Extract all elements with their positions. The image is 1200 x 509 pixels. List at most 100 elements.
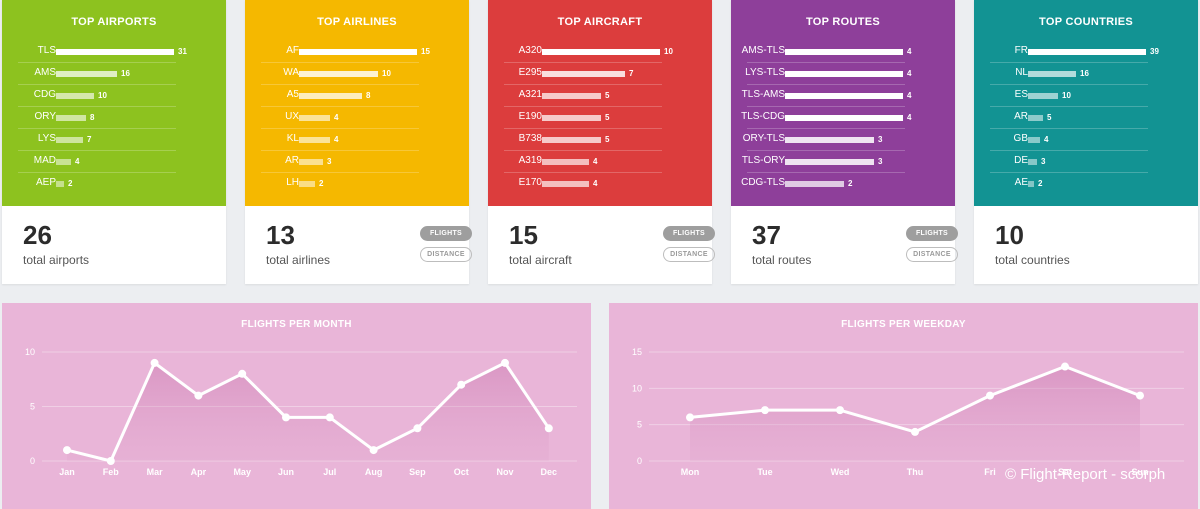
ranking-row[interactable]: LH 2 — [261, 173, 419, 194]
row-value: 16 — [1080, 69, 1089, 78]
row-value: 10 — [382, 69, 391, 78]
card-summary: 15 total aircraft FLIGHTS DISTANCE — [488, 206, 715, 284]
data-point-fri[interactable] — [986, 391, 994, 400]
row-value: 3 — [1041, 157, 1046, 166]
data-point-feb[interactable] — [106, 457, 115, 465]
row-value: 7 — [629, 69, 634, 78]
ranking-row[interactable]: A319 4 — [504, 151, 662, 173]
row-value: 3 — [878, 157, 883, 166]
x-tick-label: Jan — [59, 467, 75, 477]
row-label: A319 — [518, 155, 542, 166]
ranking-row[interactable]: A5 8 — [261, 85, 419, 107]
row-bar — [56, 49, 174, 55]
ranking-row[interactable]: FR 39 — [990, 41, 1159, 63]
row-label: AEP — [35, 177, 56, 188]
ranking-row[interactable]: CDG 10 — [18, 85, 176, 107]
ranking-row[interactable]: A320 10 — [504, 41, 673, 63]
ranking-row[interactable]: LYS 7 — [18, 129, 176, 151]
ranking-row[interactable]: KL 4 — [261, 129, 419, 151]
flights-per-month-chart: 0 5 10 Jan Feb Mar Apr May Jun Jul Aug Sep Oct Nov Dec — [25, 347, 577, 477]
ranking-row[interactable]: AMS-TLS 4 — [742, 41, 911, 63]
flights-toggle-button[interactable]: FLIGHTS — [420, 226, 472, 241]
ranking-row[interactable]: TLS-ORY 3 — [742, 151, 905, 173]
ranking-list: TLS 31 AMS 16 CDG 10 ORY 8 LYS 7 MAD 4 AEP 2 — [18, 41, 187, 194]
data-point-oct[interactable] — [457, 380, 466, 389]
row-label: CDG-TLS — [741, 177, 785, 188]
ranking-list: AMS-TLS 4 LYS-TLS 4 TLS-AMS 4 TLS-CDG 4 ORY-TLS 3… — [741, 41, 911, 194]
ranking-row[interactable]: WA 10 — [261, 63, 419, 85]
row-label: TLS-AMS — [741, 89, 785, 100]
ranking-row[interactable]: AR 3 — [261, 151, 419, 173]
ranking-row[interactable]: AE 2 — [990, 173, 1148, 194]
ranking-row[interactable]: CDG-TLS 2 — [741, 173, 905, 194]
ranking-row[interactable]: ORY 8 — [18, 107, 176, 129]
data-point-thu[interactable] — [911, 427, 919, 436]
ranking-row[interactable]: DE 3 — [990, 151, 1148, 173]
data-point-sun[interactable] — [1136, 391, 1144, 400]
row-value: 16 — [121, 69, 130, 78]
ranking-row[interactable]: TLS-AMS 4 — [742, 85, 911, 107]
ranking-row[interactable]: B738 5 — [504, 129, 662, 151]
row-label: ES — [1014, 89, 1028, 100]
row-label: LYS — [37, 133, 56, 144]
ranking-row[interactable]: TLS-CDG 4 — [741, 107, 911, 129]
ranking-row[interactable]: A321 5 — [504, 85, 662, 107]
card-title: TOP ROUTES — [805, 16, 881, 28]
ranking-row[interactable]: AEP 2 — [18, 173, 176, 194]
data-point-jan[interactable] — [63, 446, 71, 455]
ranking-list: AF 15 WA 10 A5 8 UX 4 KL 4 AR 3 LH 2 — [261, 41, 430, 194]
ranking-row[interactable]: UX 4 — [261, 107, 419, 129]
ranking-row[interactable]: MAD 4 — [18, 151, 176, 173]
flights-toggle-button[interactable]: FLIGHTS — [906, 226, 958, 241]
ranking-row[interactable]: ORY-TLS 3 — [743, 129, 905, 151]
row-label: A321 — [518, 89, 542, 100]
total-count: 13 — [266, 220, 295, 250]
ranking-row[interactable]: E295 7 — [504, 63, 662, 85]
distance-toggle-button[interactable]: DISTANCE — [663, 247, 715, 262]
card-summary: 37 total routes FLIGHTS DISTANCE — [731, 206, 958, 284]
ranking-row[interactable]: AF 15 — [261, 41, 430, 63]
data-point-jul[interactable] — [325, 413, 334, 422]
row-value: 2 — [848, 179, 853, 188]
data-point-sep[interactable] — [413, 424, 422, 433]
watermark: © Flight-Report - scorph — [1005, 466, 1166, 483]
data-point-wed[interactable] — [836, 406, 844, 415]
x-tick-label: Aug — [365, 467, 383, 477]
distance-toggle-button[interactable]: DISTANCE — [906, 247, 958, 262]
data-point-mon[interactable] — [686, 413, 694, 422]
row-label: CDG — [33, 89, 56, 100]
ranking-row[interactable]: E190 5 — [504, 107, 662, 129]
row-label: AMS — [34, 67, 56, 78]
ranking-row[interactable]: AR 5 — [990, 107, 1148, 129]
flights-toggle-button[interactable]: FLIGHTS — [663, 226, 715, 241]
series-area — [690, 366, 1140, 461]
ranking-row[interactable]: AMS 16 — [18, 63, 176, 85]
row-bar — [785, 137, 874, 143]
data-point-jun[interactable] — [282, 413, 290, 422]
ranking-row[interactable]: TLS 31 — [18, 41, 187, 63]
card-header: TOP AIRLINES AF 15 WA 10 A5 8 UX 4 KL 4 AR 3 LH 2 — [245, 0, 469, 206]
data-point-may[interactable] — [238, 369, 247, 378]
x-tick-label: Mon — [681, 467, 700, 477]
row-bar — [785, 71, 903, 77]
data-point-mar[interactable] — [150, 358, 159, 367]
data-point-sat[interactable] — [1061, 362, 1069, 371]
row-label: E170 — [518, 177, 542, 188]
card-title: TOP AIRCRAFT — [557, 16, 643, 28]
data-point-aug[interactable] — [369, 446, 378, 455]
row-bar — [1028, 71, 1076, 77]
data-point-tue[interactable] — [761, 406, 769, 415]
data-point-dec[interactable] — [544, 424, 553, 433]
top-countries-card: TOP COUNTRIES FR 39 NL 16 ES 10 AR 5 GB 4 DE 3 AE 2 10 t… — [974, 0, 1198, 284]
ranking-row[interactable]: GB 4 — [990, 129, 1148, 151]
data-point-nov[interactable] — [501, 358, 509, 367]
ranking-row[interactable]: NL 16 — [990, 63, 1148, 85]
x-tick-label: Nov — [496, 467, 513, 477]
distance-toggle-button[interactable]: DISTANCE — [420, 247, 472, 262]
ranking-row[interactable]: ES 10 — [990, 85, 1148, 107]
ranking-row[interactable]: E170 4 — [504, 173, 662, 194]
row-label: FR — [1014, 45, 1028, 56]
x-tick-label: Sun — [1132, 467, 1149, 477]
data-point-apr[interactable] — [194, 391, 203, 400]
ranking-row[interactable]: LYS-TLS 4 — [745, 63, 911, 85]
